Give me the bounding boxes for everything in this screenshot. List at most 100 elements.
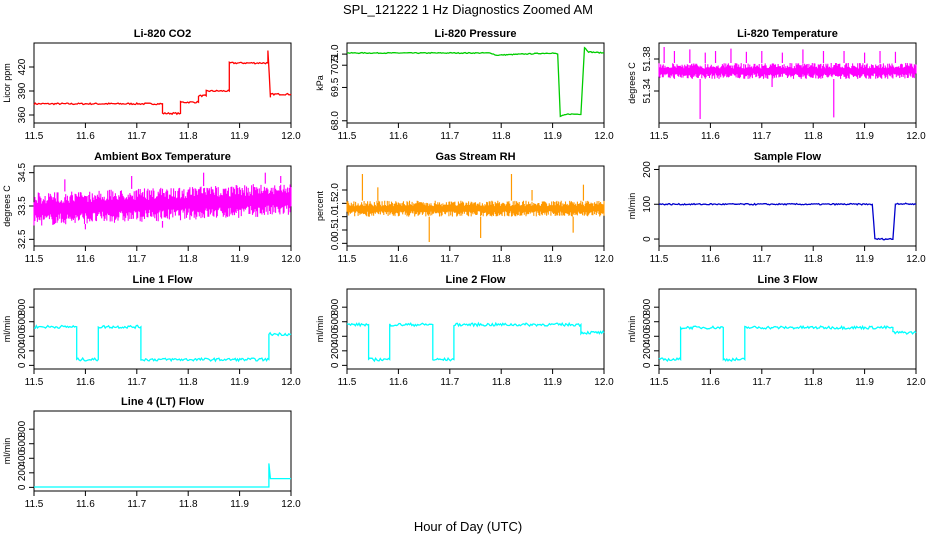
x-tick-label: 11.6 bbox=[76, 499, 95, 510]
x-tick-label: 11.7 bbox=[127, 377, 146, 388]
series-line bbox=[658, 202, 917, 241]
y-tick-label: 100 bbox=[642, 195, 653, 212]
y-tick-label: 600 bbox=[642, 313, 653, 330]
y-tick-label: 1.5 bbox=[330, 196, 341, 210]
panel-title: Li-820 Pressure bbox=[435, 28, 517, 40]
panel-title: Gas Stream RH bbox=[435, 151, 515, 163]
plot-frame bbox=[33, 42, 292, 124]
x-tick-label: 11.5 bbox=[338, 254, 357, 265]
x-tick-label: 11.7 bbox=[752, 377, 771, 388]
x-tick-label: 11.9 bbox=[543, 377, 562, 388]
x-tick-label: 11.5 bbox=[650, 254, 669, 265]
y-tick-label: 34.5 bbox=[17, 162, 28, 182]
x-tick-label: 11.6 bbox=[76, 131, 95, 142]
y-axis-label: ml/min bbox=[627, 193, 637, 220]
x-tick-label: 11.8 bbox=[804, 131, 823, 142]
x-tick-label: 11.9 bbox=[855, 377, 874, 388]
panel-7: Line 1 Flow ml/min 11.5 11.6 11.7 11.8 11.9 12.… bbox=[2, 274, 301, 388]
y-tick-label: 400 bbox=[17, 449, 28, 466]
y-axis-label: degrees C bbox=[2, 185, 12, 227]
panel-3: Li-820 Temperature degrees C 11.5 11.6 11.7 1… bbox=[627, 28, 926, 142]
series-line bbox=[658, 324, 917, 363]
x-tick-label: 11.6 bbox=[389, 377, 408, 388]
y-tick-label: 200 bbox=[330, 342, 341, 359]
x-tick-label: 11.6 bbox=[701, 131, 720, 142]
panel-5: Gas Stream RH percent 11.5 11.6 11.7 11.8 11.9… bbox=[315, 151, 614, 265]
panel-title: Ambient Box Temperature bbox=[94, 151, 231, 163]
x-tick-label: 11.6 bbox=[701, 377, 720, 388]
y-tick-label: 800 bbox=[642, 298, 653, 315]
panel-10: Line 4 (LT) Flow ml/min 11.5 11.6 11.7 11.8 11… bbox=[2, 396, 301, 510]
x-tick-label: 11.5 bbox=[650, 377, 669, 388]
x-tick-label: 11.5 bbox=[650, 131, 669, 142]
y-tick-label: 70.5 bbox=[330, 55, 341, 75]
y-tick-label: 600 bbox=[330, 313, 341, 330]
x-tick-label: 11.9 bbox=[543, 254, 562, 265]
y-tick-label: 0 bbox=[330, 362, 341, 368]
x-tick-label: 11.5 bbox=[25, 131, 44, 142]
series-line bbox=[33, 50, 292, 116]
y-axis-label: degrees C bbox=[627, 62, 637, 104]
x-tick-label: 11.9 bbox=[230, 377, 249, 388]
y-tick-label: 51.38 bbox=[642, 46, 653, 71]
x-tick-label: 11.8 bbox=[804, 377, 823, 388]
y-tick-label: 400 bbox=[17, 327, 28, 344]
y-tick-label: 2.0 bbox=[330, 183, 341, 197]
x-tick-label: 12.0 bbox=[906, 254, 926, 265]
x-tick-label: 11.9 bbox=[543, 131, 562, 142]
x-tick-label: 11.7 bbox=[752, 254, 771, 265]
series-band bbox=[346, 200, 605, 217]
y-tick-label: 69.5 bbox=[330, 77, 341, 97]
y-axis-label: ml/min bbox=[627, 316, 637, 343]
series-line bbox=[34, 463, 291, 488]
x-tick-label: 11.5 bbox=[338, 131, 357, 142]
y-tick-label: 200 bbox=[17, 342, 28, 359]
y-tick-label: 400 bbox=[642, 327, 653, 344]
panel-title: Sample Flow bbox=[754, 151, 822, 163]
panel-9: Line 3 Flow ml/min 11.5 11.6 11.7 11.8 11.9 12.… bbox=[627, 274, 926, 388]
x-tick-label: 11.5 bbox=[338, 377, 357, 388]
y-tick-label: 800 bbox=[330, 298, 341, 315]
y-tick-label: 360 bbox=[17, 106, 28, 123]
y-tick-label: 390 bbox=[17, 82, 28, 99]
x-tick-label: 12.0 bbox=[594, 377, 614, 388]
x-tick-label: 11.9 bbox=[855, 254, 874, 265]
x-tick-label: 11.5 bbox=[25, 377, 44, 388]
y-tick-label: 600 bbox=[17, 313, 28, 330]
y-tick-label: 800 bbox=[17, 298, 28, 315]
panel-2: Li-820 Pressure kPa 11.5 11.6 11.7 11.8 11.9 12… bbox=[315, 28, 614, 142]
y-tick-label: 0.5 bbox=[330, 223, 341, 237]
y-tick-label: 0.0 bbox=[330, 236, 341, 250]
y-tick-label: 33.5 bbox=[17, 196, 28, 216]
y-axis-label: kPa bbox=[315, 75, 325, 91]
panel-grid: Li-820 CO2 Licor ppm 11.5 11.6 11.7 11.8 11.9 1… bbox=[2, 28, 926, 510]
x-tick-label: 12.0 bbox=[281, 377, 301, 388]
x-tick-label: 11.7 bbox=[440, 131, 459, 142]
x-tick-label: 12.0 bbox=[906, 131, 926, 142]
y-axis-label: ml/min bbox=[315, 316, 325, 343]
x-tick-label: 11.9 bbox=[855, 131, 874, 142]
x-tick-label: 11.9 bbox=[230, 254, 249, 265]
y-tick-label: 200 bbox=[17, 464, 28, 481]
panel-title: Line 2 Flow bbox=[446, 274, 506, 286]
y-tick-label: 71.0 bbox=[330, 44, 341, 64]
x-tick-label: 11.7 bbox=[127, 254, 146, 265]
y-tick-label: 420 bbox=[17, 58, 28, 75]
x-tick-label: 11.7 bbox=[127, 131, 146, 142]
x-tick-label: 11.5 bbox=[25, 254, 44, 265]
y-axis-label: percent bbox=[315, 190, 325, 221]
x-tick-label: 11.6 bbox=[76, 254, 95, 265]
y-axis-label: ml/min bbox=[2, 438, 12, 465]
x-tick-label: 12.0 bbox=[594, 131, 614, 142]
series-line bbox=[33, 324, 292, 363]
panel-title: Li-820 CO2 bbox=[134, 28, 191, 40]
x-tick-label: 11.8 bbox=[179, 499, 198, 510]
x-tick-label: 11.9 bbox=[230, 499, 249, 510]
x-tick-label: 11.7 bbox=[752, 131, 771, 142]
panel-title: Line 3 Flow bbox=[758, 274, 818, 286]
series-band bbox=[658, 63, 917, 79]
x-tick-label: 11.6 bbox=[389, 254, 408, 265]
y-tick-label: 0 bbox=[17, 362, 28, 368]
x-tick-label: 11.6 bbox=[701, 254, 720, 265]
